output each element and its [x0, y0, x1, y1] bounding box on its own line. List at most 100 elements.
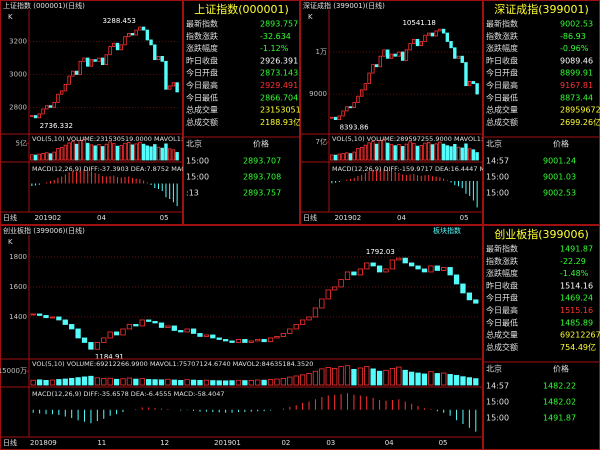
- candle: [178, 330, 184, 333]
- quote-label: 今日开盘: [486, 293, 518, 303]
- high-label: 1792.03: [366, 248, 395, 256]
- candle: [71, 70, 75, 77]
- candle: [52, 102, 56, 108]
- quote-label: 最新指数: [486, 19, 518, 29]
- volume-bar: [306, 373, 312, 386]
- y-tick-label: 9000: [309, 90, 327, 98]
- volume-bar: [364, 366, 370, 386]
- ticks-header: 北京: [186, 139, 202, 149]
- volume-bar: [389, 144, 394, 161]
- candle: [156, 55, 161, 61]
- date-label: 日线: [3, 438, 17, 447]
- candle: [261, 339, 267, 343]
- quote-value: 2929.491: [260, 81, 298, 90]
- volume-bar: [175, 152, 179, 161]
- quote-panel: 上证指数(000001) 最新指数 2893.757 指数涨跌 -32.634 涨跌幅度 -…: [183, 0, 301, 225]
- candle: [100, 57, 105, 66]
- volume-bar: [97, 144, 101, 161]
- candle: [126, 324, 133, 330]
- candle: [456, 55, 461, 59]
- volume-bar: [359, 147, 364, 161]
- chart-title: 上证指数 (000001)(日线): [3, 1, 85, 10]
- volume-bar: [63, 144, 68, 161]
- macd-caption: MACD(12,26,9) DIFF:-35.6578 DEA:-6.4555 …: [32, 390, 225, 398]
- quote-label: 今日最高: [486, 80, 518, 90]
- candle: [93, 59, 97, 62]
- volume-bar: [62, 378, 68, 386]
- macd-caption: MACD(12,26,9) DIFF:-159.9717 DEA:16.4447…: [332, 165, 522, 173]
- candle: [89, 59, 94, 67]
- candle: [397, 51, 401, 57]
- candle: [409, 262, 415, 267]
- quote-label: 昨日收盘: [486, 55, 518, 65]
- volume-bar: [415, 145, 420, 161]
- volume-bar: [48, 153, 53, 161]
- candle: [115, 42, 120, 51]
- volume-bar: [338, 366, 344, 386]
- volume-bar: [104, 143, 109, 161]
- date-label: 201809: [30, 439, 57, 447]
- volume-bar: [248, 379, 254, 386]
- quote-value: -1.12%: [260, 44, 289, 53]
- volume-bar: [397, 144, 401, 161]
- candle: [242, 339, 248, 343]
- quote-value: 2188.93亿: [260, 117, 301, 127]
- candle: [56, 93, 60, 103]
- candle: [460, 283, 466, 294]
- tab-label[interactable]: 板块指数: [433, 226, 461, 235]
- volume-bar: [158, 379, 165, 386]
- volume-bar: [319, 368, 325, 386]
- volume-bar: [371, 141, 375, 161]
- volume-bar: [374, 143, 379, 161]
- tick-price: 9001.24: [543, 157, 576, 166]
- volume-caption: VOL(5,10) VOLUME:69212266.9900 MAVOL1:75…: [32, 360, 313, 368]
- quote-label: 指数涨跌: [486, 256, 518, 266]
- candle: [222, 339, 229, 342]
- volume-bar: [386, 142, 390, 161]
- date-label: 201902: [334, 214, 361, 222]
- volume-bar: [82, 139, 86, 161]
- date-label: 02: [281, 439, 290, 447]
- volume-bar: [210, 380, 216, 386]
- volume-bar: [344, 365, 351, 386]
- candle: [330, 116, 334, 119]
- quote-label: 最新指数: [486, 244, 518, 254]
- candle: [371, 64, 375, 74]
- candle: [104, 54, 109, 66]
- volume-bar: [400, 146, 405, 161]
- quote-value: 2926.391: [260, 56, 298, 65]
- candle: [69, 324, 75, 330]
- volume-bar: [81, 376, 88, 386]
- volume-bar: [330, 154, 334, 161]
- volume-bar: [59, 147, 64, 161]
- candle: [423, 34, 427, 42]
- volume-bar: [280, 377, 287, 386]
- candle: [400, 51, 405, 61]
- candle: [274, 336, 280, 339]
- volume-bar: [460, 147, 464, 161]
- tick-time: :13: [186, 189, 199, 198]
- candle: [471, 81, 476, 84]
- candle: [94, 342, 100, 350]
- tick-time: 15:00: [186, 157, 209, 166]
- volume-bar: [167, 148, 172, 161]
- quote-label: 总成交额: [186, 117, 218, 127]
- volume-bar: [71, 141, 75, 161]
- tick-price: 2893.757: [243, 189, 281, 198]
- candle: [75, 328, 81, 339]
- date-label: 05: [160, 214, 169, 222]
- volume-bar: [36, 379, 43, 386]
- ticks-header: 价格: [253, 139, 269, 149]
- candle: [165, 325, 171, 328]
- volume-bar: [67, 142, 71, 161]
- high-label: 3288.453: [102, 17, 135, 25]
- y-tick-label: 3200: [9, 38, 27, 46]
- candle: [415, 265, 421, 270]
- volume-bar: [138, 141, 142, 161]
- quote-value: 2873.143: [260, 69, 298, 78]
- chart-title: 创业板指 (399006)(日线): [3, 226, 85, 235]
- quote-panel: 深证成指(399001) 最新指数 9002.53 指数涨跌 -86.93 涨跌幅度 -0.…: [483, 0, 600, 225]
- candle: [428, 265, 434, 273]
- candle: [210, 334, 216, 339]
- ticks-header: 价格: [553, 364, 569, 374]
